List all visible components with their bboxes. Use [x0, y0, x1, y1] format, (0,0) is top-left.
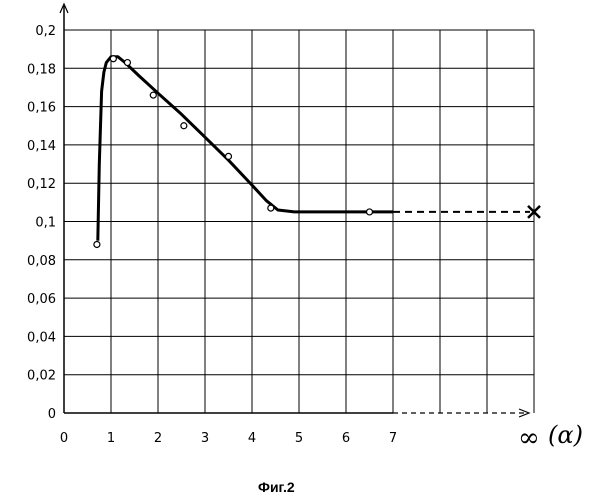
y-tick-label: 0,2	[35, 24, 56, 39]
x-tick-label: 2	[154, 431, 162, 446]
data-point	[94, 241, 100, 247]
data-point	[150, 92, 156, 98]
y-tick-label: 0,04	[27, 330, 56, 345]
tick-labels: 0 0,02 0,04 0,06 0,08 0,1 0,12 0,14 0,16 0,18 0,2 0…	[27, 24, 397, 446]
data-point	[110, 56, 116, 62]
data-point	[181, 123, 187, 129]
data-series	[94, 56, 540, 248]
data-point	[268, 205, 274, 211]
data-point	[367, 209, 373, 215]
data-point	[226, 153, 232, 159]
infinity-symbol: (α)	[548, 421, 583, 449]
grid	[64, 30, 534, 413]
series-line	[98, 57, 393, 241]
y-tick-label: 0,06	[27, 292, 56, 307]
y-tick-label: 0,02	[27, 369, 56, 384]
y-tick-label: 0,12	[27, 177, 56, 192]
x-tick-label: 7	[389, 431, 397, 446]
y-tick-label: 0,18	[27, 62, 56, 77]
infinity-label: ∞	[518, 423, 540, 453]
y-tick-label: 0,1	[35, 216, 56, 231]
y-tick-label: 0,16	[27, 101, 56, 116]
x-tick-label: 3	[201, 431, 209, 446]
data-point	[124, 60, 130, 66]
x-tick-label: 0	[60, 431, 68, 446]
x-tick-label: 4	[248, 431, 256, 446]
y-tick-label: 0,14	[27, 139, 56, 154]
y-tick-label: 0	[48, 407, 56, 422]
x-tick-label: 6	[342, 431, 350, 446]
x-tick-label: 1	[107, 431, 115, 446]
figure-caption: Фиг.2	[258, 479, 295, 495]
y-tick-label: 0,08	[27, 254, 56, 269]
x-tick-label: 5	[295, 431, 303, 446]
